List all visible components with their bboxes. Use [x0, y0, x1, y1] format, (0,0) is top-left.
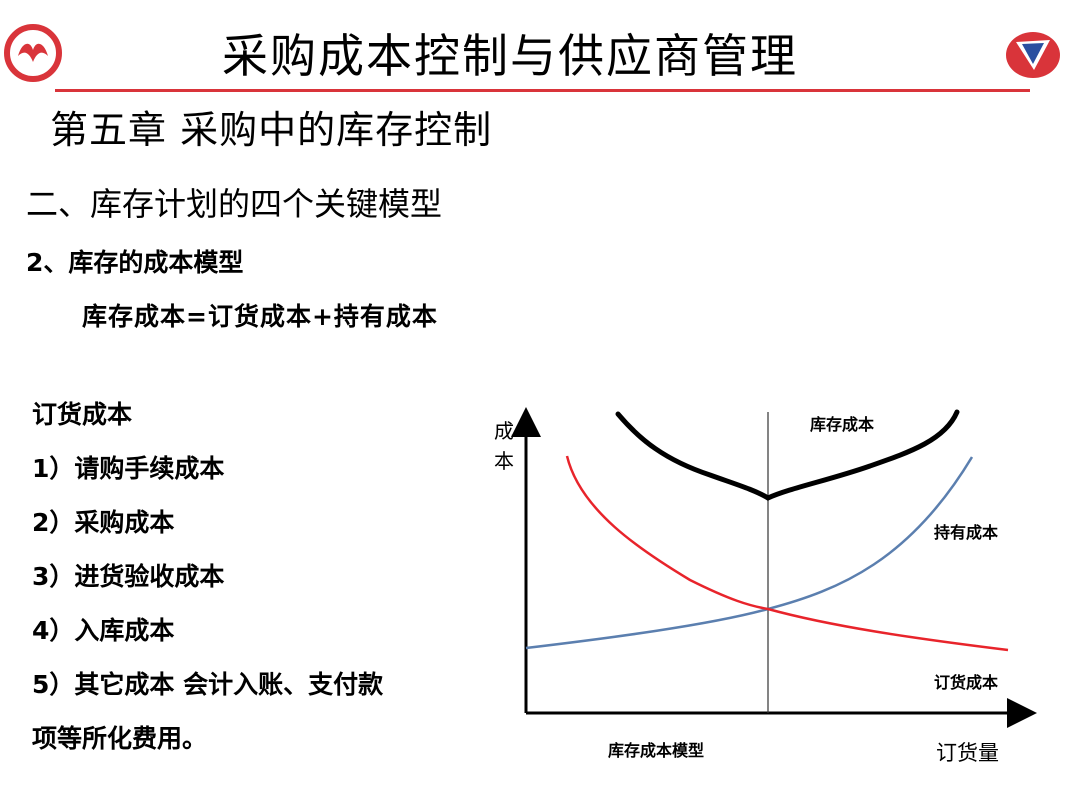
- list-item: 5）其它成本 会计入账、支付款: [32, 670, 384, 699]
- order-cost-list: 订货成本 1）请购手续成本 2）采购成本 3）进货验收成本 4）入库成本 5）其…: [32, 388, 502, 766]
- series-line-total-cost: [615, 409, 960, 501]
- inventory-cost-chart: 成 本 库存成本 持有成本 订货成本 库存成本模型 订货量: [494, 407, 1037, 765]
- subsection-title: 2、库存的成本模型: [26, 248, 244, 277]
- section-title: 二、库存计划的四个关键模型: [26, 185, 443, 223]
- dongfeng-logo-icon: [4, 24, 62, 82]
- list-item: 项等所化费用。: [32, 724, 208, 753]
- chapter-title: 第五章 采购中的库存控制: [50, 108, 493, 152]
- company-emblem-icon: [1006, 32, 1060, 78]
- page-title: 采购成本控制与供应商管理: [222, 29, 798, 83]
- list-item: 1）请购手续成本: [32, 454, 225, 483]
- list-item: 4）入库成本: [32, 616, 175, 645]
- list-item: 3）进货验收成本: [32, 562, 225, 591]
- legend-holding-cost: 持有成本: [934, 523, 998, 542]
- order-cost-heading: 订货成本: [32, 400, 133, 429]
- list-item: 2）采购成本: [32, 508, 175, 537]
- x-axis-label: 订货量: [936, 741, 999, 765]
- y-axis-label-line2: 本: [494, 449, 514, 473]
- cost-formula: 库存成本=订货成本+持有成本: [82, 302, 438, 331]
- chart-caption: 库存成本模型: [608, 741, 704, 760]
- header-divider: [55, 89, 1030, 92]
- series-line-holding-cost: [525, 456, 974, 650]
- y-axis-label-line1: 成: [494, 419, 514, 443]
- legend-total-cost: 库存成本: [810, 415, 874, 434]
- series-line-ordering-cost: [565, 455, 1009, 652]
- legend-ordering-cost: 订货成本: [934, 673, 998, 692]
